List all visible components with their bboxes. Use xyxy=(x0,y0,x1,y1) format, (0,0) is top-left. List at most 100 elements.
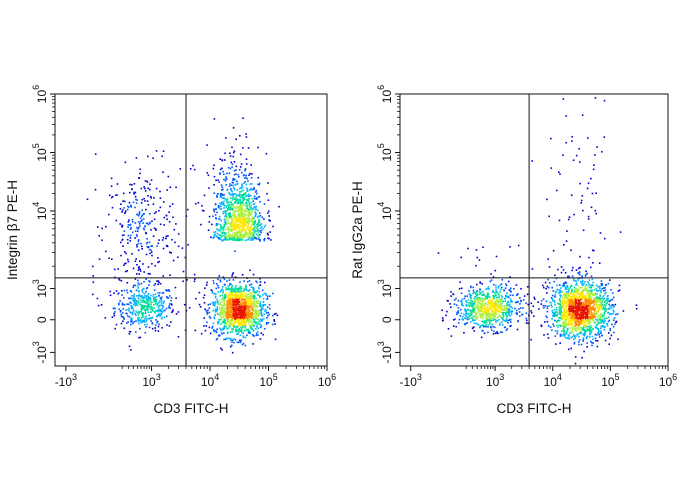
event-dot xyxy=(215,309,218,312)
event-dot xyxy=(239,200,241,202)
event-dot xyxy=(229,325,231,328)
event-dot xyxy=(147,303,149,306)
event-dot xyxy=(575,296,577,298)
event-dot xyxy=(240,294,242,297)
event-dot xyxy=(604,293,606,295)
event-dot xyxy=(242,336,245,339)
event-dot xyxy=(239,308,241,310)
event-dot xyxy=(157,257,159,259)
event-dot xyxy=(464,310,467,312)
event-dot xyxy=(245,289,248,291)
event-dot xyxy=(487,312,489,315)
event-dot xyxy=(475,301,477,304)
event-dot xyxy=(586,317,589,319)
event-dot xyxy=(144,295,146,297)
event-dot xyxy=(598,336,601,338)
event-dot xyxy=(257,293,259,296)
event-dot xyxy=(584,320,586,322)
event-dot xyxy=(489,300,491,303)
event-dot xyxy=(162,292,165,294)
event-dot xyxy=(593,320,596,323)
event-dot xyxy=(261,314,263,316)
event-dot xyxy=(233,170,236,172)
event-dot xyxy=(250,229,253,232)
event-dot xyxy=(222,170,224,173)
event-dot xyxy=(486,315,489,317)
event-dot xyxy=(486,292,489,294)
event-dot xyxy=(244,323,247,326)
event-dot xyxy=(175,297,177,299)
event-dot xyxy=(198,303,201,306)
event-dot xyxy=(255,229,257,232)
event-dot xyxy=(556,308,558,311)
event-dot xyxy=(580,332,583,334)
event-dot xyxy=(246,208,249,210)
event-dot xyxy=(589,315,591,318)
event-dot xyxy=(244,192,247,194)
event-dot xyxy=(233,341,235,344)
event-dot xyxy=(213,118,216,120)
event-dot xyxy=(118,277,120,280)
event-dot xyxy=(507,308,509,311)
event-dot xyxy=(154,329,157,332)
event-dot xyxy=(251,219,254,221)
event-dot xyxy=(516,294,518,296)
event-dot xyxy=(551,318,553,320)
event-dot xyxy=(245,311,248,314)
event-dot xyxy=(235,208,237,210)
event-dot xyxy=(135,202,138,204)
event-dot xyxy=(496,308,498,311)
event-dot xyxy=(263,304,266,306)
event-dot xyxy=(488,288,490,290)
event-dot xyxy=(219,192,222,195)
event-dot xyxy=(254,328,257,330)
event-dot xyxy=(222,276,225,278)
event-dot xyxy=(613,305,615,307)
event-dot xyxy=(254,220,256,223)
event-dot xyxy=(136,312,139,314)
event-dot xyxy=(477,298,480,300)
event-dot xyxy=(224,317,226,320)
event-dot xyxy=(232,194,234,197)
event-dot xyxy=(231,218,233,221)
event-dot xyxy=(513,288,515,290)
event-dot xyxy=(246,320,248,322)
event-dot xyxy=(586,284,589,287)
event-dot xyxy=(234,206,236,208)
event-dot xyxy=(130,318,132,320)
event-dot xyxy=(247,310,250,312)
event-dot xyxy=(237,306,240,308)
event-dot xyxy=(149,195,152,198)
event-dot xyxy=(156,245,158,247)
event-dot xyxy=(589,329,591,331)
event-dot xyxy=(592,281,594,284)
event-dot xyxy=(193,273,196,276)
event-dot xyxy=(138,322,140,325)
event-dot xyxy=(577,309,579,311)
event-dot xyxy=(149,213,151,215)
event-dot xyxy=(546,333,549,335)
event-dot xyxy=(224,159,226,161)
event-dot xyxy=(234,235,237,237)
event-dot xyxy=(238,216,240,218)
event-dot xyxy=(231,203,234,206)
event-dot xyxy=(236,333,238,335)
event-dot xyxy=(243,228,245,230)
event-dot xyxy=(235,165,238,168)
event-dot xyxy=(227,201,230,204)
event-dot xyxy=(500,294,503,297)
event-dot xyxy=(249,305,252,307)
y-tick-label: 0 xyxy=(35,316,49,323)
event-dot xyxy=(595,289,598,292)
event-dot xyxy=(500,305,503,308)
event-dot xyxy=(217,204,220,207)
event-dot xyxy=(587,298,590,301)
event-dot xyxy=(249,295,252,298)
event-dot xyxy=(214,301,217,303)
event-dot xyxy=(154,293,157,295)
event-dot xyxy=(556,320,559,323)
event-dot xyxy=(138,302,140,305)
event-dot xyxy=(130,323,132,326)
event-dot xyxy=(603,298,605,300)
event-dot xyxy=(568,338,570,340)
